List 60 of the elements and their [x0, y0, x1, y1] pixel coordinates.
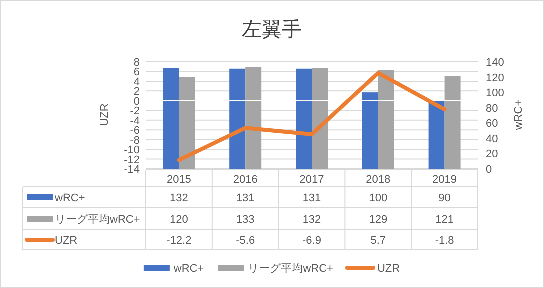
data-label: -12.2: [166, 235, 192, 247]
y-tick-label: -8: [130, 134, 140, 147]
y-tick-label: -10: [124, 144, 140, 157]
chart-title: 左翼手: [242, 19, 302, 41]
data-label: 121: [436, 214, 454, 226]
data-label: -5.6: [236, 235, 256, 247]
bar: [444, 76, 461, 169]
x-tick-label: 2016: [233, 174, 258, 186]
legend-label: リーグ平均wRC+: [55, 214, 140, 226]
y-tick-label: 8: [134, 57, 140, 69]
y2-tick-label: 40: [486, 133, 498, 146]
y-axis-title: UZR: [99, 104, 111, 126]
bar: [312, 68, 328, 169]
x-tick-label: 2019: [432, 174, 458, 186]
y2-tick-label: 140: [486, 57, 504, 69]
y2-tick-label: 80: [486, 102, 498, 115]
data-label: 132: [170, 192, 188, 204]
x-tick-label: 2017: [300, 174, 324, 186]
text: リーグ平均wRC+: [248, 263, 334, 275]
y2-tick-label: 0: [486, 164, 492, 176]
data-label: 100: [369, 192, 388, 204]
line-series: [177, 71, 447, 162]
bar: [296, 68, 312, 169]
bar: [428, 100, 445, 169]
data-label: 131: [302, 192, 322, 204]
y-tick-label: 0: [134, 96, 140, 108]
bar: [362, 92, 378, 169]
legend-label: UZR: [377, 263, 400, 275]
data-label: 131: [236, 192, 255, 204]
y-tick-label: -6: [130, 125, 140, 138]
y2-axis-title: wRC+: [513, 100, 525, 132]
x-tick-label: 2015: [166, 174, 192, 186]
y2-tick-label: 60: [486, 118, 498, 130]
text: UZR: [55, 235, 78, 247]
bar: [378, 70, 394, 169]
data-label: 133: [236, 214, 255, 226]
data-label: -6.9: [302, 235, 322, 247]
data-label: 5.7: [370, 235, 386, 247]
data-label: -1.8: [435, 235, 454, 247]
y-tick-label: 2: [134, 86, 140, 98]
bar: [230, 68, 246, 169]
y2-tick-label: 20: [486, 148, 498, 161]
bar: [163, 68, 180, 169]
y-tick-label: -4: [130, 115, 140, 128]
y-tick-label: -2: [130, 106, 140, 118]
y-tick-label: -12: [124, 154, 140, 166]
data-label: 132: [302, 214, 322, 226]
y-tick-label: 6: [134, 66, 140, 79]
x-tick-label: 2018: [366, 174, 391, 186]
text: wRC+: [174, 263, 204, 275]
y-tick-label: -14: [124, 164, 140, 176]
y2-tick-label: 100: [486, 88, 504, 100]
data-label: 129: [369, 214, 388, 226]
y-tick-label: 4: [134, 76, 140, 88]
data-label: 120: [170, 214, 188, 226]
y2-tick-label: 120: [486, 72, 504, 84]
legend-label: wRC+: [54, 192, 86, 204]
data-label: 90: [438, 192, 451, 204]
bar: [246, 67, 262, 169]
bar: [179, 77, 196, 169]
